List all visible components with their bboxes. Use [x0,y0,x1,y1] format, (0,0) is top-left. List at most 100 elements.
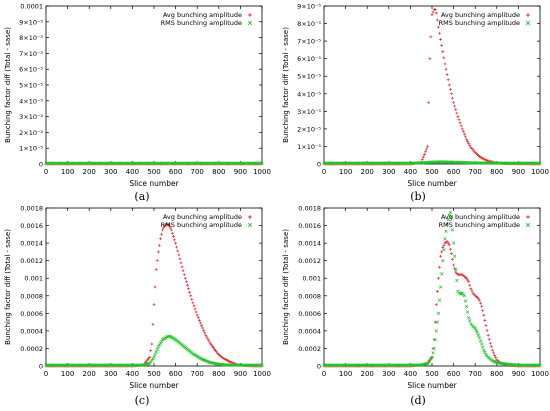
avg-point [209,343,213,347]
y-tick-label: 0.0012 [298,257,321,265]
avg-point [464,135,467,139]
avg-point [478,298,481,302]
rms-point [475,330,480,335]
avg-point [208,341,212,345]
rms-point [478,339,483,343]
chart-panel-c: 0 100 200 300 400 500 600 700 800 900 1000 0 0.0002 0… [0,202,271,392]
avg-point [155,259,159,263]
avg-point [212,346,215,350]
avg-point [203,331,207,335]
rms-point [433,338,437,342]
y-tick-label: 6×10⁻⁵ [297,55,321,63]
chart-panel-d: 0 100 200 300 400 500 600 700 800 900 1000 0 0.0002 0… [278,202,549,392]
x-tick-label: 0 [322,370,326,378]
avg-point [437,25,440,29]
avg-point [158,243,161,247]
avg-point [456,115,460,118]
avg-point [488,341,492,345]
plot-frame [45,5,263,165]
rms-point [468,319,472,323]
y-tick-label: 2×10⁻⁵ [297,125,321,133]
x-tick-label: 800 [490,168,503,176]
avg-point [481,309,485,313]
avg-point [443,62,447,66]
avg-point [425,147,428,151]
rms-point [156,345,160,349]
avg-point [450,92,453,96]
x-axis-label: Slice number [407,381,457,390]
legend-marker [248,215,252,219]
x-tick-label: 400 [404,168,417,176]
avg-point [190,297,194,301]
avg-point [442,243,446,247]
y-tick-label: 0 [317,363,321,371]
avg-point [169,228,173,232]
chart-a: 0 100 200 300 400 500 600 700 800 900 1000 0 1×10⁻⁵ 2… [4,3,271,189]
rms-point [155,347,159,351]
y-tick-label: 0.0004 [20,327,43,335]
avg-point [480,304,484,308]
legend-marker [525,20,531,26]
x-tick-label: 600 [169,370,182,378]
y-tick-label: 5×10⁻⁵ [19,82,43,90]
rms-point [440,272,444,276]
avg-point [188,290,192,294]
x-tick-label: 200 [83,370,96,378]
avg-point [178,257,182,261]
avg-point [162,226,166,230]
x-tick-label: 900 [234,168,247,176]
avg-point [467,141,471,145]
rms-point [154,350,158,354]
avg-point [434,303,438,306]
avg-point [421,155,425,159]
y-tick-label: 0.0016 [298,222,321,230]
avg-point [483,318,487,322]
avg-point [445,239,449,243]
x-tick-label: 200 [83,168,96,176]
y-tick-label: 9×10⁻⁵ [297,3,321,11]
y-tick-label: 0.0014 [298,240,321,248]
x-tick-label: 500 [147,370,160,378]
x-tick-label: 1000 [531,370,549,378]
avg-point [433,320,437,324]
legend-marker [526,13,530,17]
y-tick-label: 1×10⁻⁵ [297,143,321,151]
y-tick-label: 3×10⁻⁵ [297,108,321,116]
avg-point [487,337,491,341]
avg-point [451,96,454,100]
avg-point [195,313,199,317]
legend-label: Avg bunching amplitude [441,213,520,221]
x-axis-label: Slice number [129,381,179,390]
avg-point [159,237,162,241]
y-tick-label: 0.0018 [20,205,43,213]
chart-b: 0 100 200 300 400 500 600 700 800 900 1000 0 1×10⁻⁵ 2… [282,3,549,189]
avg-point [192,304,196,308]
x-tick-label: 800 [212,168,225,176]
avg-point [459,124,463,128]
avg-point [466,139,470,143]
x-tick-label: 300 [382,168,395,176]
rms-point [480,342,484,346]
avg-point [490,345,493,349]
avg-point [197,318,201,322]
series-avg [44,222,264,368]
x-tick-label: 600 [447,168,460,176]
series-rms [322,160,542,165]
rms-point [477,336,482,340]
avg-point [461,130,465,133]
avg-point [420,158,424,162]
series-avg [322,239,542,368]
rms-point [152,355,156,359]
avg-point [465,276,468,280]
avg-point [460,127,464,131]
rms-point [483,350,487,355]
y-tick-label: 0.001 [24,275,43,283]
x-tick-label: 400 [126,168,139,176]
caption-d: (d) [410,394,426,407]
rms-point [450,228,455,232]
y-tick-label: 0.0006 [20,310,43,318]
avg-point [179,261,183,265]
y-tick-label: 8×10⁻⁵ [297,20,321,28]
rms-point [449,215,454,219]
legend-label: Avg bunching amplitude [163,11,242,19]
